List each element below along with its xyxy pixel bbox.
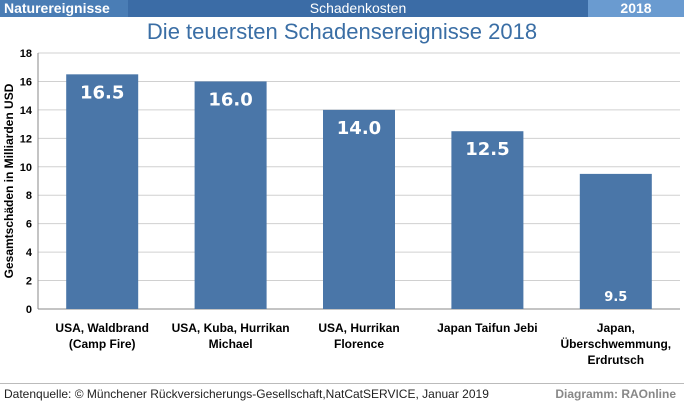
bar: [194, 81, 267, 309]
bar: [66, 74, 139, 309]
x-tick-label: Erdrutsch: [587, 353, 644, 367]
header-category: Naturereignisse: [0, 0, 128, 17]
x-tick-label: Michael: [209, 337, 253, 351]
y-tick-label: 8: [26, 190, 32, 202]
y-tick-label: 14: [20, 105, 33, 117]
x-tick-label: (Camp Fire): [69, 337, 136, 351]
data-label: 9.5: [604, 290, 627, 305]
y-tick-label: 6: [26, 219, 32, 231]
x-tick-label: Japan Taifun Jebi: [437, 321, 537, 335]
header-topic: Schadenkosten: [128, 0, 588, 17]
y-tick-label: 0: [26, 304, 32, 316]
y-axis-label: Gesamtschäden in Milliarden USD: [2, 83, 16, 278]
x-tick-label: Florence: [334, 337, 384, 351]
y-tick-label: 18: [20, 48, 32, 60]
bar: [579, 173, 652, 309]
bar: [323, 109, 395, 309]
footer: Datenquelle: © Münchener Rückversicherun…: [0, 383, 684, 405]
header-year: 2018: [588, 0, 684, 17]
diagram-credit: Diagramm: RAOnline: [555, 387, 676, 401]
data-label: 16.5: [80, 82, 124, 103]
x-tick-label: USA, Kuba, Hurrikan: [172, 321, 290, 335]
x-tick-label: Japan,: [597, 321, 635, 335]
data-label: 16.0: [208, 89, 252, 110]
data-label: 12.5: [465, 139, 509, 160]
x-tick-label: USA, Hurrikan: [318, 321, 399, 335]
x-tick-label: Überschwemmung,: [560, 336, 671, 351]
data-label: 14.0: [337, 118, 381, 139]
y-tick-label: 12: [20, 133, 32, 145]
y-tick-label: 4: [26, 247, 33, 259]
y-tick-label: 10: [20, 162, 32, 174]
y-tick-label: 16: [20, 76, 32, 88]
y-tick-label: 2: [26, 276, 32, 288]
chart-title: Die teuersten Schadensereignisse 2018: [146, 19, 538, 44]
data-source: Datenquelle: © Münchener Rückversicherun…: [4, 387, 489, 401]
x-tick-label: USA, Waldbrand: [55, 321, 149, 335]
bar: [451, 131, 524, 309]
bar-chart: 0 2 4 6 8 10 12 14 16 18 Gesamtschäden in Milliard…: [2, 48, 680, 367]
